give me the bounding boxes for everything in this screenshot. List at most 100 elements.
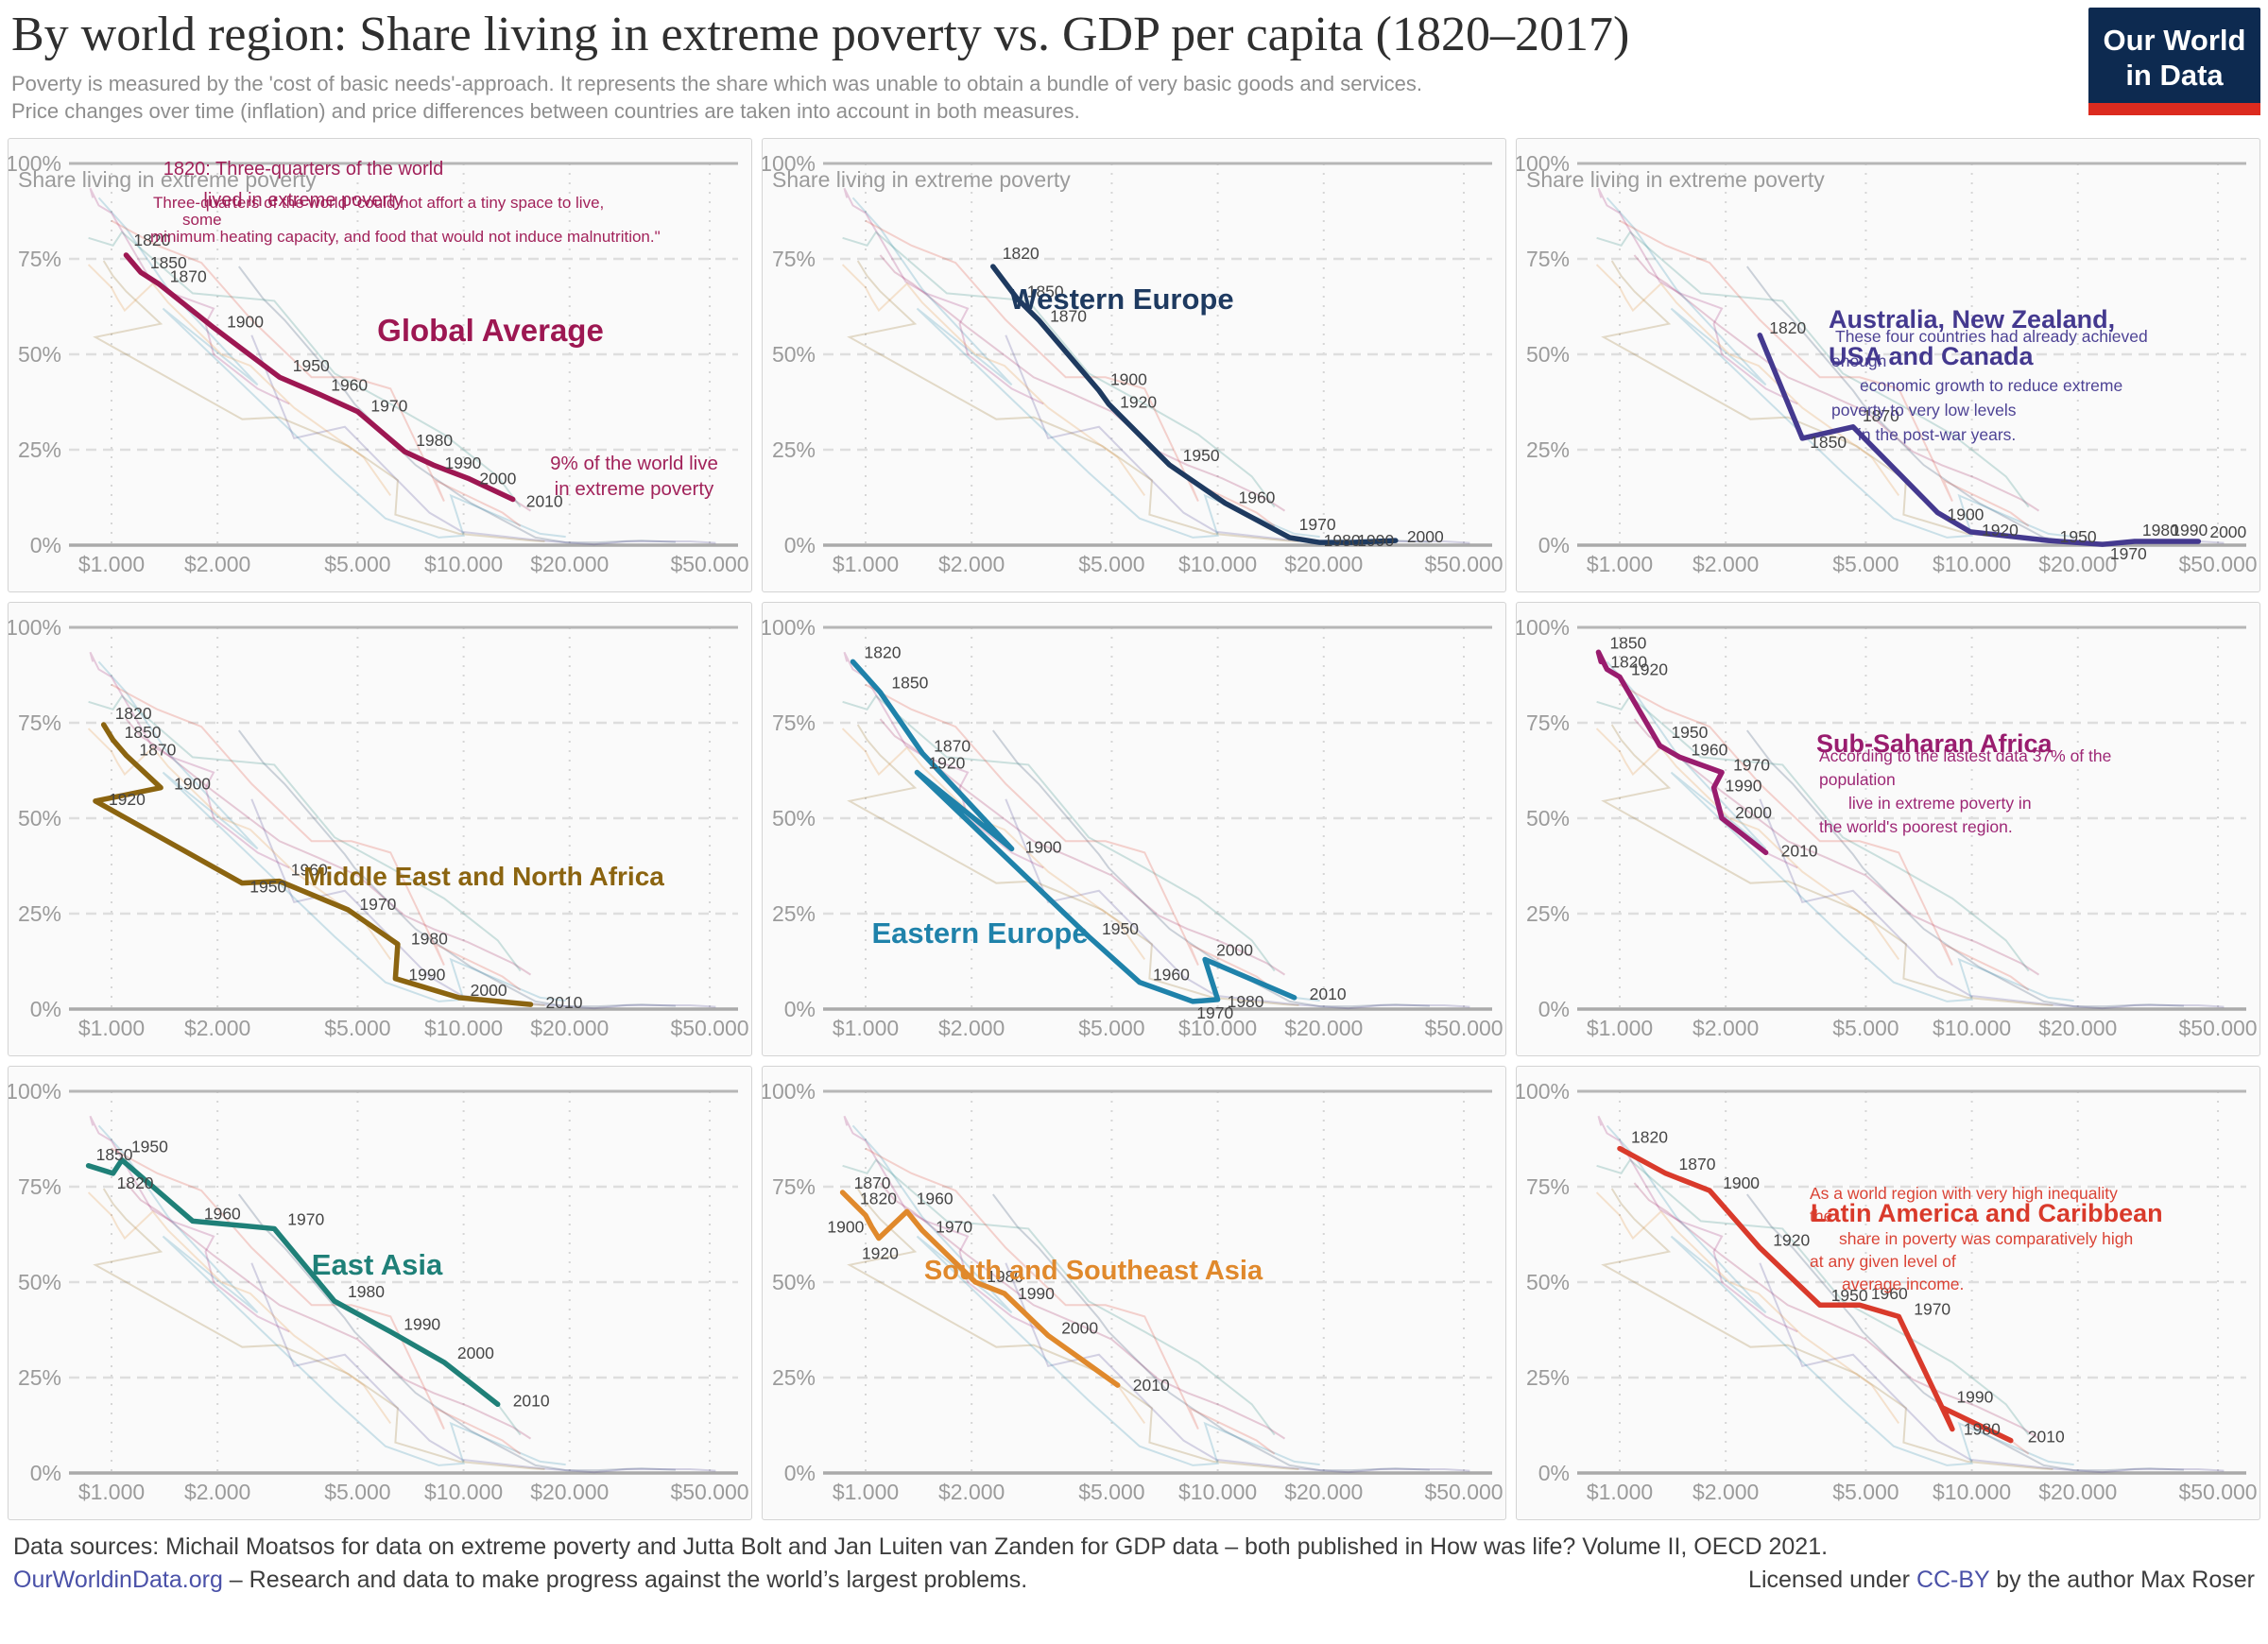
year-label: 1820	[1631, 1128, 1668, 1147]
footer-tagline-text: – Research and data to make progress aga…	[222, 1567, 1028, 1593]
svg-text:$10.000: $10.000	[1933, 1480, 2011, 1504]
faint-line-latin-america-caribbean	[865, 1147, 1276, 1455]
region-label-eastern-europe: Eastern Europe	[871, 916, 1089, 950]
owid-site-link[interactable]: OurWorldinData.org	[13, 1567, 223, 1593]
svg-text:75%: 75%	[772, 247, 816, 271]
license-pre: Licensed under	[1748, 1567, 1916, 1593]
svg-text:$20.000: $20.000	[2038, 1016, 2117, 1040]
year-label: 1920	[1631, 660, 1668, 679]
svg-text:50%: 50%	[18, 342, 61, 367]
svg-text:50%: 50%	[18, 1270, 61, 1294]
year-label: 1980	[1964, 1420, 2001, 1439]
svg-text:25%: 25%	[1526, 437, 1570, 462]
faint-line-global-average	[879, 1182, 1286, 1440]
year-label: 1900	[827, 1217, 864, 1236]
region-label-western-europe: Western Europe	[1009, 283, 1234, 316]
svg-text:75%: 75%	[18, 711, 61, 735]
year-label: 1960	[1871, 1284, 1908, 1303]
svg-text:0%: 0%	[784, 997, 816, 1021]
year-label: 2000	[1407, 527, 1444, 546]
faint-line-south-southeast-asia	[87, 728, 392, 961]
annotation-sub-saharan-africa-0: According to the lastest data 37% of the…	[1819, 746, 2112, 836]
year-label: 1970	[1914, 1299, 1950, 1318]
year-label: 1990	[404, 1315, 440, 1334]
svg-text:25%: 25%	[772, 1365, 816, 1390]
year-label: 2000	[479, 469, 516, 488]
svg-text:50%: 50%	[772, 1270, 816, 1294]
panel-latin-america-caribbean: 100% 75% 50% 25% 0% $1.000 $2.000 $5.000 $10.000…	[1516, 1066, 2260, 1520]
page-title: By world region: Share living in extreme…	[11, 8, 1630, 61]
chart-latin-america-caribbean: 100% 75% 50% 25% 0% $1.000 $2.000 $5.000 $10.000…	[1517, 1079, 2258, 1504]
year-label: 1960	[1153, 966, 1190, 985]
svg-text:$1.000: $1.000	[833, 552, 899, 576]
annotation-australia-nz-usa-canada-0: These four countries had already achieve…	[1831, 327, 2148, 444]
faint-line-latin-america-caribbean	[1619, 683, 2030, 991]
year-label: 1920	[109, 790, 146, 809]
svg-text:0%: 0%	[30, 533, 61, 557]
svg-text:$20.000: $20.000	[1284, 1480, 1363, 1504]
year-label: 2000	[1735, 803, 1772, 822]
svg-text:$2.000: $2.000	[184, 1480, 250, 1504]
year-label: 2010	[546, 993, 583, 1012]
chart-middle-east-north-africa: 100% 75% 50% 25% 0% $1.000 $2.000 $5.000 $10.000…	[9, 615, 749, 1040]
faint-line-middle-east-north-africa	[93, 260, 545, 542]
year-label: 1920	[928, 754, 965, 773]
ccby-link[interactable]: CC-BY	[1916, 1567, 1990, 1593]
region-label-south-southeast-asia: South and Southeast Asia	[923, 1256, 1263, 1286]
data-sources-text: Data sources: Michail Moatsos for data o…	[13, 1533, 1829, 1560]
year-label: 2010	[513, 1391, 550, 1410]
svg-text:$50.000: $50.000	[2178, 1016, 2257, 1040]
svg-text:$20.000: $20.000	[1284, 1016, 1363, 1040]
year-label: 1820	[860, 1189, 897, 1207]
faint-line-eastern-europe	[851, 1124, 1320, 1466]
year-label: 1970	[2110, 544, 2147, 563]
svg-text:$1.000: $1.000	[833, 1480, 899, 1504]
owid-logo: Our World in Data	[2088, 8, 2260, 115]
faint-line-south-southeast-asia	[1595, 264, 1900, 497]
faint-line-global-average	[1633, 254, 2040, 512]
year-label: 1900	[1110, 369, 1147, 388]
svg-text:100%: 100%	[763, 615, 816, 640]
faint-line-sub-saharan-africa	[843, 1115, 1044, 1333]
year-label: 1820	[1769, 318, 1806, 337]
svg-text:0%: 0%	[784, 533, 816, 557]
year-label: 1990	[1956, 1387, 1993, 1406]
year-label: 2010	[1133, 1376, 1170, 1395]
faint-line-global-average	[125, 718, 532, 976]
year-label: 1980	[2142, 521, 2179, 539]
y-axis-title: Share living in extreme poverty	[772, 167, 1071, 192]
year-label: 1900	[174, 775, 211, 794]
svg-text:100%: 100%	[1517, 151, 1570, 176]
faint-line-eastern-europe	[851, 197, 1320, 539]
faint-line-south-southeast-asia	[841, 264, 1146, 497]
chart-eastern-europe: 100% 75% 50% 25% 0% $1.000 $2.000 $5.000 $10.000…	[763, 615, 1503, 1040]
highlight-line-latin-america-caribbean	[1617, 1145, 2014, 1444]
faint-line-australia-nz-usa-canada	[1005, 1262, 1470, 1474]
year-label: 1960	[204, 1204, 241, 1223]
faint-line-east-asia	[842, 231, 1276, 508]
svg-text:25%: 25%	[18, 1365, 61, 1390]
svg-text:100%: 100%	[763, 151, 816, 176]
faint-line-middle-east-north-africa	[93, 1188, 545, 1470]
panel-global-average: 100% 75% 50% 25% 0% $1.000 $2.000 $5.000 $10.000…	[8, 138, 752, 592]
svg-text:$10.000: $10.000	[1933, 1016, 2011, 1040]
y-axis-title: Share living in extreme poverty	[18, 167, 317, 192]
year-label: 1850	[1810, 433, 1847, 452]
year-label: 1970	[359, 895, 396, 914]
svg-text:$50.000: $50.000	[1424, 1016, 1503, 1040]
svg-text:75%: 75%	[772, 1174, 816, 1199]
year-label: 1950	[131, 1138, 168, 1156]
footer-license: Licensed under CC-BY by the author Max R…	[1748, 1567, 2255, 1594]
year-label: 1820	[133, 231, 170, 249]
faint-line-australia-nz-usa-canada	[1759, 1262, 2225, 1474]
faint-line-latin-america-caribbean	[1619, 219, 2030, 527]
faint-line-eastern-europe	[97, 660, 566, 1002]
year-label: 1920	[862, 1244, 899, 1263]
faint-line-middle-east-north-africa	[847, 1188, 1299, 1470]
svg-text:50%: 50%	[18, 806, 61, 831]
year-label: 2010	[2028, 1428, 2065, 1447]
year-label: 1850	[125, 723, 162, 742]
svg-text:$5.000: $5.000	[1078, 1016, 1144, 1040]
svg-text:100%: 100%	[1517, 1079, 1570, 1104]
svg-text:75%: 75%	[1526, 247, 1570, 271]
